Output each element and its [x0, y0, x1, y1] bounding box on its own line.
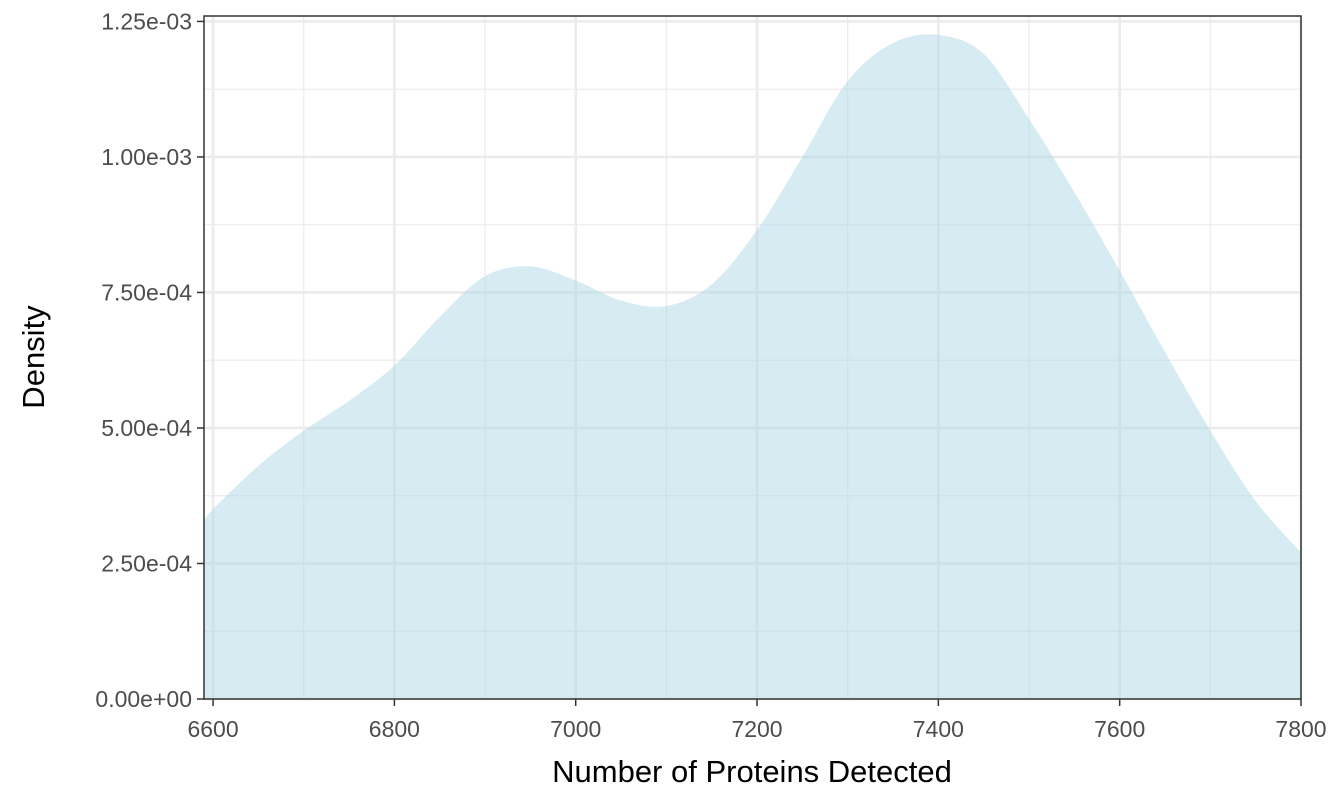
y-tick-label: 5.00e-04 [101, 415, 192, 441]
y-tick-label: 1.25e-03 [101, 8, 192, 34]
y-tick-label: 2.50e-04 [101, 550, 192, 576]
x-tick-label: 7600 [1094, 716, 1145, 742]
x-tick-label: 7000 [550, 716, 601, 742]
y-tick-label: 0.00e+00 [95, 686, 192, 712]
x-tick-label: 6800 [369, 716, 420, 742]
x-tick-label: 6600 [187, 716, 238, 742]
y-axis: 0.00e+00 2.50e-04 5.00e-04 7.50e-04 1.00e-03… [95, 8, 204, 712]
x-axis: 6600 6800 7000 7200 7400 7600 7800 [187, 699, 1327, 742]
x-axis-title: Number of Proteins Detected [552, 754, 952, 789]
density-area [204, 34, 1301, 700]
y-tick-label: 1.00e-03 [101, 144, 192, 170]
x-tick-label: 7800 [1275, 716, 1326, 742]
y-axis-title: Density [16, 305, 51, 409]
x-tick-label: 7200 [731, 716, 782, 742]
x-tick-label: 7400 [913, 716, 964, 742]
y-tick-label: 7.50e-04 [101, 279, 192, 305]
panel-border [203, 15, 1302, 700]
